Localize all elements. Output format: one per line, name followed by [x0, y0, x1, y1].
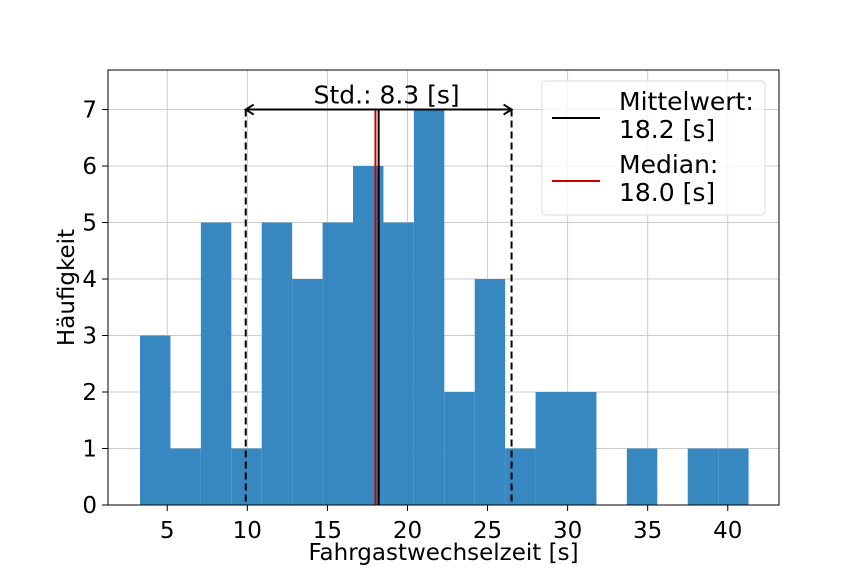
- histogram-bars: [140, 109, 749, 506]
- x-tick-label: 35: [633, 518, 662, 544]
- histogram-bar: [566, 392, 597, 505]
- y-tick-label: 2: [82, 380, 97, 406]
- histogram-bar: [474, 279, 506, 505]
- legend-median-label: Median:: [619, 150, 718, 179]
- x-tick-label: 10: [233, 518, 262, 544]
- y-tick-label: 7: [82, 98, 97, 124]
- std-label: Std.: 8.3 [s]: [314, 81, 460, 110]
- std-arrow-head: [243, 103, 255, 116]
- y-axis-label: Häufigkeit: [54, 229, 80, 346]
- y-tick-label: 4: [82, 267, 97, 293]
- y-tick-label: 1: [82, 437, 97, 463]
- std-arrow-head: [503, 103, 514, 116]
- x-tick-label: 25: [473, 518, 502, 544]
- y-tick-label: 3: [82, 324, 97, 350]
- histogram-bar: [322, 222, 354, 505]
- histogram-bar: [292, 279, 323, 505]
- x-tick-label: 30: [553, 518, 582, 544]
- histogram-bar: [383, 222, 414, 505]
- legend: Mittelwert: 18.2 [s] Median: 18.0 [s]: [541, 80, 766, 216]
- axis-ticks: 5 10 15 20 25 30 35 40 0 1 2 3 4 5 6 7: [82, 98, 742, 544]
- histogram-bar: [200, 222, 232, 505]
- histogram-bar: [626, 448, 658, 505]
- histogram-bar: [444, 392, 475, 505]
- histogram-bar: [505, 448, 536, 505]
- histogram-bar: [140, 335, 171, 505]
- histogram-bar: [718, 448, 749, 505]
- histogram-bar: [170, 448, 201, 505]
- histogram-bar: [413, 109, 445, 505]
- x-tick-label: 20: [393, 518, 422, 544]
- legend-mean-label: Mittelwert:: [619, 87, 754, 116]
- plot-frame: [107, 69, 780, 506]
- y-tick-label: 6: [82, 154, 97, 180]
- x-axis-label: Fahrgastwechselzeit [s]: [308, 540, 578, 566]
- x-tick-label: 5: [160, 518, 175, 544]
- x-tick-label: 15: [313, 518, 342, 544]
- histogram-bar: [687, 448, 719, 505]
- legend-mean-value: 18.2 [s]: [619, 115, 715, 144]
- y-tick-label: 5: [82, 211, 97, 237]
- legend-median-value: 18.0 [s]: [619, 178, 715, 207]
- histogram-bar: [261, 222, 293, 505]
- x-tick-label: 40: [713, 518, 742, 544]
- statistic-markers: [243, 103, 514, 505]
- histogram-bar: [535, 392, 567, 505]
- y-tick-label: 0: [82, 493, 97, 519]
